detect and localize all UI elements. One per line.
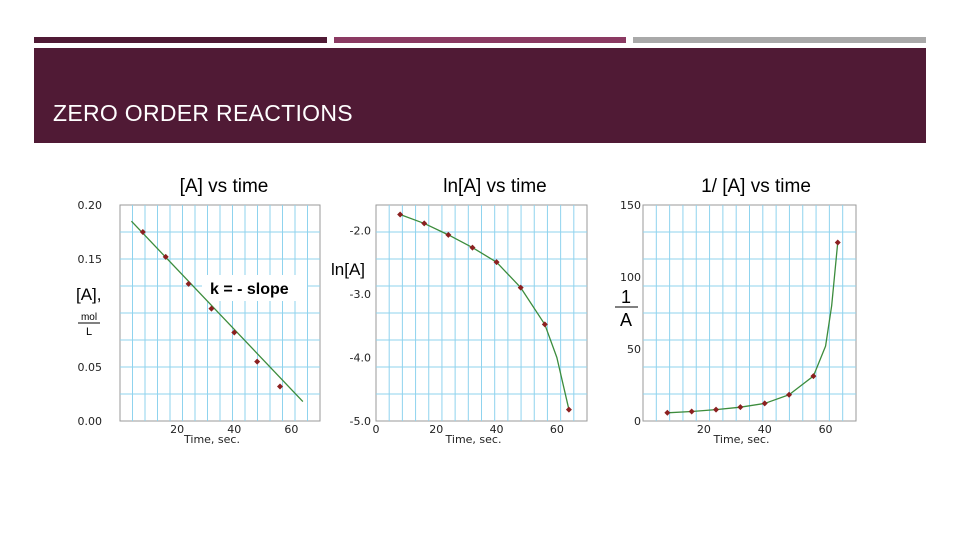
y-tick-label: -4.0 xyxy=(350,351,371,364)
x-tick-label: 20 xyxy=(697,423,711,436)
x-tick-label: 60 xyxy=(284,423,298,436)
annotation-background xyxy=(202,275,307,301)
data-point xyxy=(664,409,671,416)
x-axis-label: Time, sec. xyxy=(713,433,770,446)
data-point xyxy=(231,329,238,336)
y-tick-label: 0.00 xyxy=(78,415,103,428)
data-point xyxy=(737,404,744,411)
y-axis-label-numerator: 1 xyxy=(621,287,631,307)
data-point xyxy=(565,406,572,413)
data-point xyxy=(469,244,476,251)
x-tick-label: 40 xyxy=(758,423,772,436)
x-tick-label: 20 xyxy=(429,423,443,436)
x-tick-label: 60 xyxy=(819,423,833,436)
chart-1-svg: [A] vs time 20 40 60 Time, sec. 0.20 0.15 0.05 0… xyxy=(76,176,321,446)
y-tick-label: 0.20 xyxy=(78,199,103,212)
x-tick-label: 40 xyxy=(227,423,241,436)
data-point xyxy=(445,231,452,238)
chart-3-svg: 1/ [A] vs time 20 40 60 Time, sec. 150 100 50 0 1… xyxy=(615,176,857,446)
y-tick-label: 0.15 xyxy=(78,253,103,266)
chart-title: ln[A] vs time xyxy=(443,176,546,197)
accent-bar-dark xyxy=(34,37,327,43)
y-tick-label: -2.0 xyxy=(350,224,371,237)
y-axis-label-denominator: L xyxy=(86,326,92,338)
y-tick-label: -5.0 xyxy=(350,415,371,428)
y-axis-label-numerator: mol xyxy=(81,312,97,323)
data-point xyxy=(810,373,817,380)
chart-2-svg: ln[A] vs time 0 20 40 60 Time, sec. -2.0 -3.0 -4… xyxy=(331,176,588,446)
data-point xyxy=(185,280,192,287)
x-axis-label: Time, sec. xyxy=(183,433,240,446)
data-point xyxy=(761,400,768,407)
x-axis-label: Time, sec. xyxy=(445,433,502,446)
data-point xyxy=(517,284,524,291)
data-point xyxy=(139,229,146,235)
x-tick-label: 20 xyxy=(170,423,184,436)
data-point xyxy=(713,406,720,413)
data-point xyxy=(162,253,169,260)
slope-annotation: k = - slope xyxy=(210,281,289,298)
series-line xyxy=(130,220,304,403)
chart-ln-concentration-vs-time: ln[A] vs time 0 20 40 60 Time, sec. -2.0 -3.0 -4… xyxy=(327,165,589,450)
accent-bar-mauve xyxy=(334,37,626,43)
y-axis-label: [A], xyxy=(76,285,102,304)
data-point xyxy=(277,383,283,390)
chart-title: [A] vs time xyxy=(180,176,269,197)
chart-concentration-vs-time: [A] vs time 20 40 60 Time, sec. 0.20 0.15 0.05 0… xyxy=(62,165,330,450)
y-tick-label: 0 xyxy=(634,415,641,428)
data-point xyxy=(421,220,428,227)
x-tick-label: 40 xyxy=(490,423,504,436)
x-tick-label: 0 xyxy=(373,423,380,436)
data-point xyxy=(493,259,500,266)
series-curve xyxy=(667,242,839,414)
chart-title: 1/ [A] vs time xyxy=(701,176,811,197)
title-band xyxy=(34,48,926,143)
data-point xyxy=(397,211,404,218)
y-tick-label: 50 xyxy=(627,343,641,356)
data-point xyxy=(834,239,841,246)
slide-title: ZERO ORDER REACTIONS xyxy=(53,100,353,126)
y-axis-label-denominator: A xyxy=(620,310,632,330)
y-tick-label: 100 xyxy=(620,271,641,284)
accent-bar-gray xyxy=(633,37,926,43)
data-point xyxy=(254,358,261,365)
y-tick-label: 150 xyxy=(620,199,641,212)
data-point xyxy=(208,305,215,312)
chart-inverse-concentration-vs-time: 1/ [A] vs time 20 40 60 Time, sec. 150 100 50 0 1… xyxy=(610,165,875,450)
y-tick-label: 0.05 xyxy=(78,361,103,374)
data-point xyxy=(541,321,548,328)
y-axis-label: ln[A] xyxy=(331,260,365,279)
data-point xyxy=(688,408,695,415)
y-tick-label: -3.0 xyxy=(350,288,371,301)
data-point xyxy=(786,391,793,398)
x-tick-label: 60 xyxy=(550,423,564,436)
